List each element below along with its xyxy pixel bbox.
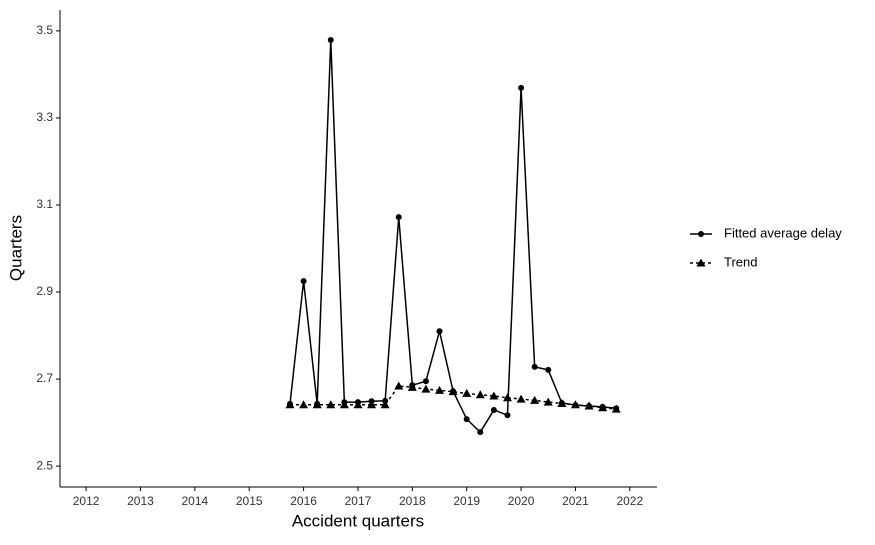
x-tick-label: 2020 [508,494,535,508]
point [395,214,402,221]
point [299,400,309,409]
point [394,381,404,390]
legend-label: Trend [724,254,757,269]
point [545,366,552,373]
x-tick-label: 2021 [562,494,589,508]
point [462,388,472,397]
point [490,406,497,413]
x-tick-label: 2017 [345,494,372,508]
legend-marker [698,231,704,237]
legend-label: Fitted average delay [724,225,842,240]
point [339,400,349,409]
y-tick-label: 2.5 [36,458,53,472]
point [327,37,334,44]
legend-marker [696,258,706,267]
point [557,398,567,407]
point [502,393,512,402]
x-tick-label: 2018 [399,494,426,508]
point [285,400,295,409]
point [516,394,526,403]
x-tick-label: 2014 [181,494,208,508]
x-tick-label: 2013 [127,494,154,508]
point [518,84,525,91]
point [611,404,621,413]
point [380,400,390,409]
point [463,416,470,423]
point [477,429,484,436]
point [489,391,499,400]
point [531,363,538,370]
point [436,328,443,335]
x-tick-label: 2022 [616,494,643,508]
x-axis-label: Accident quarters [292,511,424,530]
point [598,403,608,412]
y-tick-label: 2.7 [36,371,53,385]
y-tick-label: 3.3 [36,110,53,124]
y-tick-label: 3.1 [36,197,53,211]
point [367,400,377,409]
point [312,400,322,409]
y-tick-label: 3.5 [36,23,53,37]
point [530,395,540,404]
x-tick-label: 2015 [236,494,263,508]
y-axis-label: Quarters [6,215,25,281]
point [421,384,431,393]
point [353,400,363,409]
x-tick-label: 2016 [290,494,317,508]
point [504,412,511,419]
point [300,278,307,285]
point [543,397,553,406]
point [435,385,445,394]
point [326,400,336,409]
point [407,382,417,391]
y-tick-label: 2.9 [36,284,53,298]
x-tick-label: 2019 [453,494,480,508]
point [422,378,429,385]
point [475,390,485,399]
series-line [289,40,617,434]
point [570,400,580,409]
x-tick-label: 2012 [73,494,100,508]
point [448,387,458,396]
point [584,401,594,410]
